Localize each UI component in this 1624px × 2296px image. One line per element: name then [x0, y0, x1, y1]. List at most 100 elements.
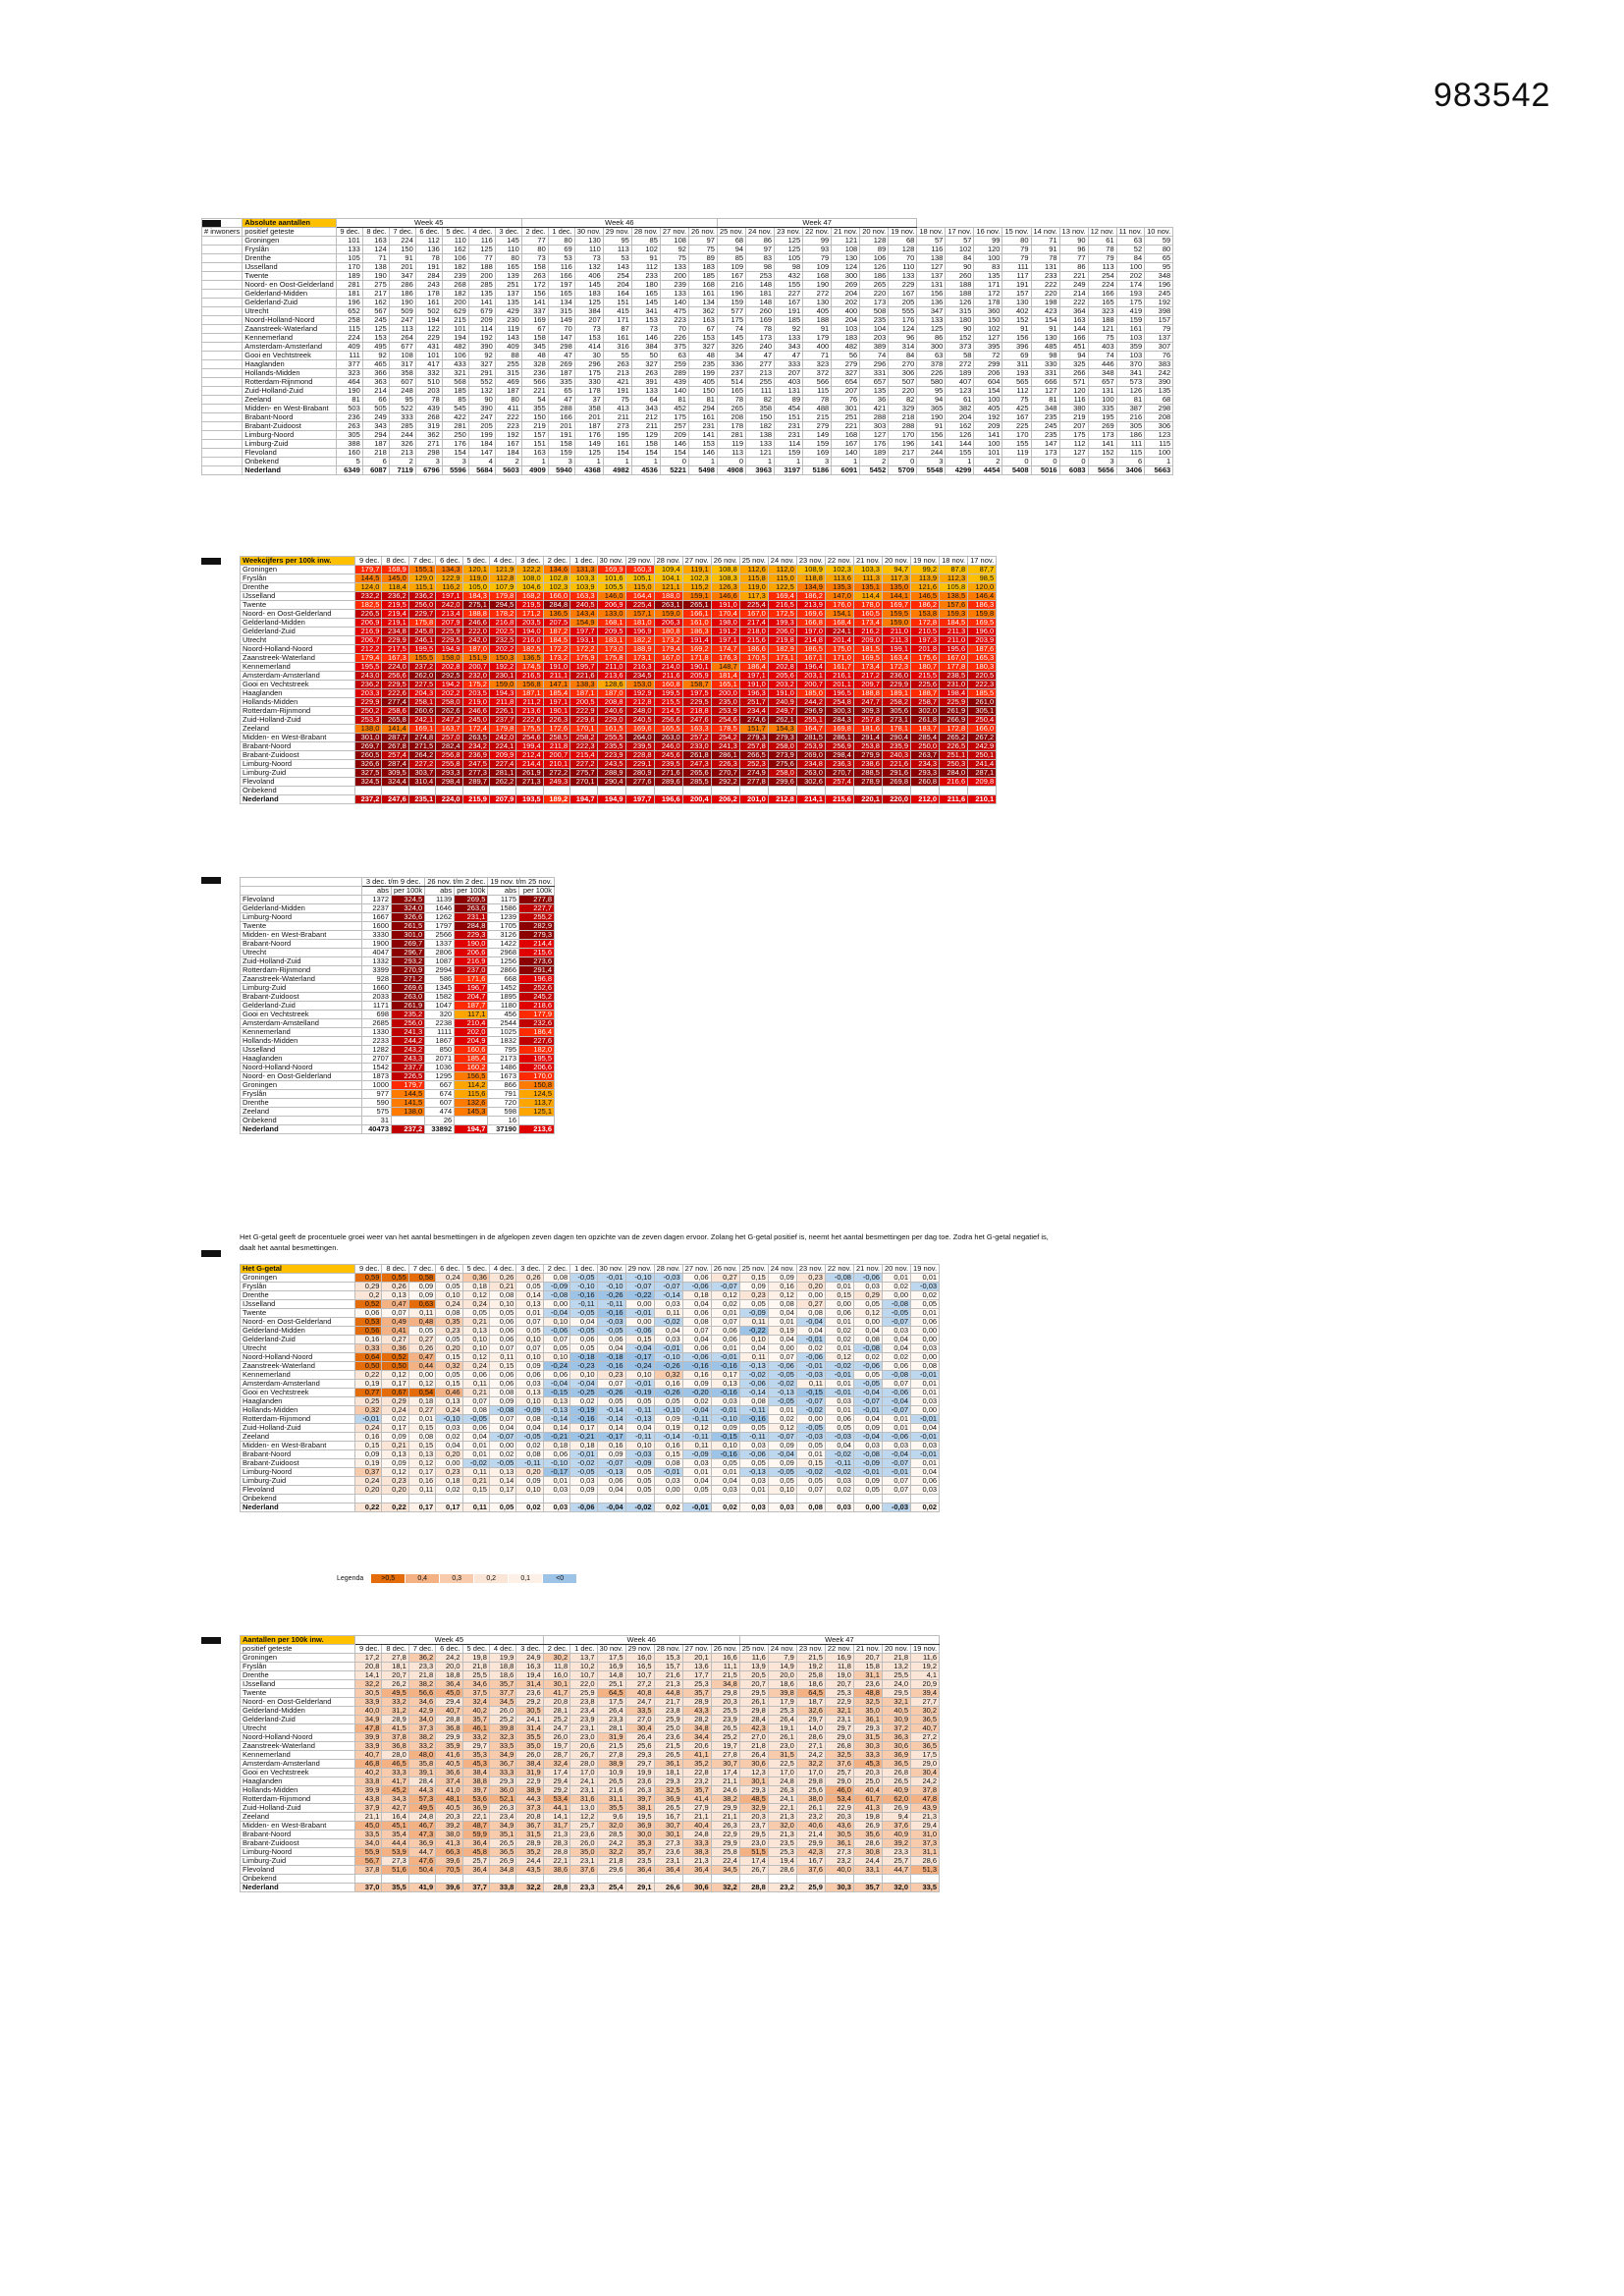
value-cell: 156: [916, 289, 947, 299]
value-cell: 245: [361, 315, 390, 325]
value-cell: 282,9: [517, 921, 556, 931]
value-cell: 131: [916, 280, 947, 290]
value-cell: 21,5: [596, 1741, 626, 1751]
value-cell: 255,8: [435, 759, 463, 769]
value-cell: 168: [802, 271, 833, 281]
value-cell: 74: [859, 351, 890, 360]
value-cell: 298: [547, 342, 575, 352]
value-cell: 1175: [487, 895, 519, 904]
value-cell: 243,5: [596, 759, 626, 769]
value-cell: 20,3: [824, 1812, 854, 1822]
value-cell: 0,05: [738, 1423, 769, 1433]
value-cell: 26,7: [569, 1750, 598, 1760]
value-cell: 157: [1001, 289, 1032, 299]
value-cell: 0,12: [767, 1290, 797, 1300]
region-name: IJsselland: [240, 1679, 355, 1689]
value-cell: 115,6: [454, 1089, 489, 1099]
value-cell: 0,07: [515, 1317, 544, 1327]
value-cell: 150,3: [488, 653, 517, 663]
value-cell: 253,8: [852, 741, 883, 751]
value-cell: 211,0: [596, 662, 626, 672]
value-cell: 0,05: [488, 1308, 517, 1318]
value-cell: 57,3: [407, 1794, 437, 1804]
value-cell: 194,7: [454, 1124, 489, 1134]
value-cell: 21,3: [767, 1830, 797, 1839]
value-cell: 29,7: [461, 1741, 490, 1751]
value-cell: [910, 1874, 941, 1884]
value-cell: 309,5: [381, 768, 409, 778]
region-name: Drenthe: [240, 1670, 355, 1680]
value-cell: 18,8: [488, 1662, 517, 1671]
value-cell: 28,4: [738, 1715, 769, 1724]
value-cell: [681, 786, 712, 795]
value-cell: 29,6: [596, 1865, 626, 1875]
value-cell: 168,1: [596, 618, 626, 628]
value-cell: 179,7: [353, 565, 383, 574]
value-cell: 0,10: [461, 1343, 490, 1353]
value-cell: 30,7: [653, 1821, 683, 1831]
value-cell: 34,9: [488, 1821, 517, 1831]
value-cell: 178,5: [710, 724, 740, 734]
value-cell: 242,0: [461, 635, 490, 645]
value-cell: 24,6: [710, 1785, 740, 1795]
value-cell: 36,9: [653, 1794, 683, 1804]
row-code: [200, 457, 244, 466]
value-cell: [881, 1874, 912, 1884]
value-cell: 119,1: [681, 565, 712, 574]
value-cell: 226: [659, 333, 689, 343]
value-cell: 48,1: [435, 1794, 463, 1804]
value-cell: -0,02: [738, 1370, 769, 1380]
value-cell: 327: [630, 359, 661, 369]
value-cell: 73: [520, 253, 549, 263]
value-cell: 0,10: [738, 1335, 769, 1344]
date-header: 29 nov.: [602, 227, 632, 237]
region-name: Nederland: [240, 1503, 355, 1512]
value-cell: 159: [774, 448, 804, 458]
table-row: Fryslân 977 144,5 674 115,6 791 124,5: [240, 1089, 556, 1099]
value-cell: 111: [745, 386, 776, 396]
value-cell: 184,5: [939, 618, 969, 628]
table-title: Het G-getal: [240, 1264, 355, 1274]
value-cell: 138: [361, 262, 390, 272]
value-cell: 166,0: [967, 724, 998, 734]
value-cell: 0,07: [515, 1343, 544, 1353]
value-cell: 29,4: [910, 1821, 941, 1831]
value-cell: 163,7: [435, 724, 463, 734]
value-cell: 20,3: [738, 1812, 769, 1822]
region-name: Kennemerland: [240, 1750, 355, 1760]
value-cell: 211,6: [653, 671, 683, 681]
value-cell: 347: [388, 271, 416, 281]
value-cell: 0,01: [710, 1308, 740, 1318]
value-cell: 389: [859, 342, 890, 352]
value-cell: 32,1: [824, 1706, 854, 1716]
region-name: Drenthe: [240, 582, 355, 592]
date-header: 30 nov.: [596, 1264, 626, 1274]
value-cell: 28,9: [381, 1715, 409, 1724]
table-row: Brabant-Noord 269,7 267,8 271,5 282,4 234,2 22…: [240, 741, 998, 751]
value-cell: 70: [659, 324, 689, 334]
value-cell: 261,8: [681, 750, 712, 760]
value-cell: 0,10: [542, 1317, 571, 1327]
value-cell: 0,22: [353, 1503, 383, 1512]
value-cell: 201: [388, 262, 416, 272]
value-cell: 78: [716, 395, 747, 405]
value-cell: 258,0: [767, 768, 797, 778]
value-cell: 0,14: [488, 1476, 517, 1486]
value-cell: -0,24: [542, 1361, 571, 1371]
value-cell: 0,05: [596, 1396, 626, 1406]
value-cell: 0,01: [824, 1405, 854, 1415]
value-cell: [517, 1116, 556, 1125]
value-cell: 0,04: [852, 1326, 883, 1336]
value-cell: 3406: [1115, 465, 1146, 475]
value-cell: 607: [424, 1098, 456, 1108]
value-cell: 2: [973, 457, 1003, 466]
value-cell: 173,4: [852, 662, 883, 672]
value-cell: 241,3: [390, 1027, 426, 1037]
value-cell: 0,18: [542, 1441, 571, 1450]
value-cell: 291,6: [881, 768, 912, 778]
value-cell: 40,6: [795, 1821, 826, 1831]
value-cell: 188: [945, 289, 975, 299]
table-row: Limburg-Zuid 0,24 0,23 0,16 0,18 0,21 0,14 0,09…: [240, 1476, 941, 1486]
value-cell: 26,5: [653, 1803, 683, 1813]
value-cell: 31,7: [542, 1821, 571, 1831]
